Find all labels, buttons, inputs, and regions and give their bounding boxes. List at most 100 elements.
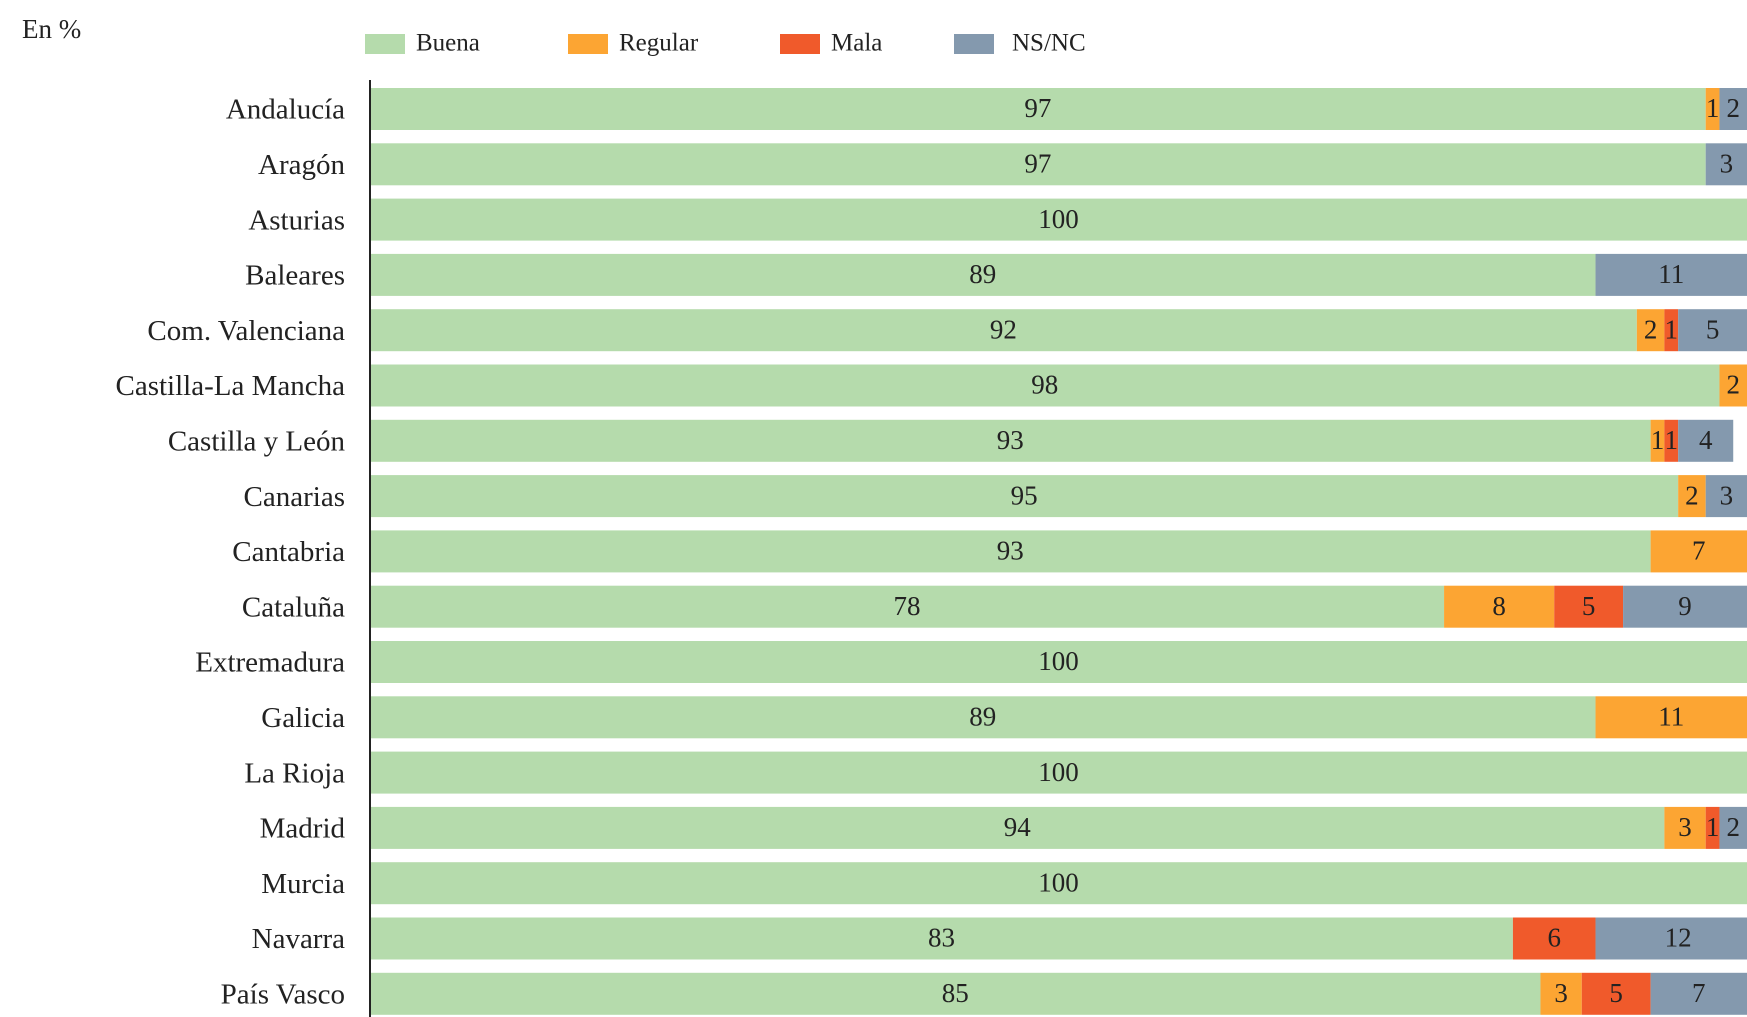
data-label: 89 xyxy=(969,702,996,732)
data-label: 3 xyxy=(1720,149,1734,179)
data-label: 11 xyxy=(1658,702,1684,732)
legend-swatch xyxy=(954,34,994,54)
y-tick-label: Canarias xyxy=(244,481,345,513)
data-label: 2 xyxy=(1726,370,1740,400)
y-tick-label: Baleares xyxy=(245,260,345,292)
bar-segment xyxy=(370,419,1651,462)
data-label: 78 xyxy=(894,591,921,621)
data-label: 95 xyxy=(1011,480,1038,510)
y-tick-label: Navarra xyxy=(252,923,346,955)
data-label: 11 xyxy=(1658,259,1684,289)
bar-segment xyxy=(370,917,1513,960)
legend-swatch xyxy=(365,34,405,54)
bar-segment xyxy=(370,253,1596,296)
data-label: 7 xyxy=(1692,536,1706,566)
data-label: 94 xyxy=(1004,812,1032,842)
bar-segment xyxy=(1650,419,1665,462)
bar-segment xyxy=(1705,143,1747,186)
bar-segment xyxy=(1719,88,1747,130)
bar-segment xyxy=(1595,696,1747,739)
data-label: 98 xyxy=(1031,370,1058,400)
data-label: 6 xyxy=(1547,923,1561,953)
bar-segment xyxy=(1444,585,1555,628)
bar-segment xyxy=(1705,475,1747,518)
bar-segment xyxy=(370,475,1679,518)
data-label: 5 xyxy=(1706,314,1720,344)
legend-swatch xyxy=(780,34,820,54)
y-tick-label: La Rioja xyxy=(244,757,345,789)
data-label: 93 xyxy=(997,536,1024,566)
legend-label: Regular xyxy=(619,30,699,57)
data-label: 8 xyxy=(1492,591,1506,621)
bar-segment xyxy=(1678,475,1706,518)
data-label: 2 xyxy=(1685,480,1699,510)
bar-segment xyxy=(370,751,1747,794)
bar-segment xyxy=(1719,364,1747,407)
y-tick-label: Andalucía xyxy=(226,94,345,126)
data-label: 97 xyxy=(1024,93,1051,123)
legend-swatch xyxy=(568,34,608,54)
bar-segment xyxy=(1664,419,1679,462)
bar-segment xyxy=(370,143,1706,186)
legend-label: Buena xyxy=(416,30,480,57)
data-label: 97 xyxy=(1024,149,1051,179)
bar-segment xyxy=(1650,972,1747,1015)
y-tick-label: Castilla-La Mancha xyxy=(116,370,346,402)
bar-segment xyxy=(1719,806,1747,849)
data-label: 1 xyxy=(1706,93,1720,123)
legend-label: Mala xyxy=(831,30,882,57)
data-label: 2 xyxy=(1726,93,1740,123)
bar-segment xyxy=(1540,972,1582,1015)
legend-label: NS/NC xyxy=(1012,30,1086,57)
y-tick-label: Cataluña xyxy=(242,591,345,623)
bar-segment xyxy=(370,309,1637,352)
bar-segment xyxy=(1581,972,1651,1015)
data-label: 2 xyxy=(1726,812,1740,842)
data-label: 85 xyxy=(942,978,969,1008)
bar-segment xyxy=(370,364,1720,407)
y-tick-label: Asturias xyxy=(248,204,345,236)
bar-segment xyxy=(1678,309,1747,352)
data-label: 1 xyxy=(1665,425,1679,455)
y-tick-label: Galicia xyxy=(261,702,345,734)
data-label: 1 xyxy=(1651,425,1665,455)
bar-segment xyxy=(1595,917,1747,960)
y-tick-label: Castilla y León xyxy=(168,425,346,457)
data-label: 5 xyxy=(1582,591,1596,621)
data-label: 12 xyxy=(1665,923,1692,953)
bar-segment xyxy=(1650,530,1747,573)
bar-segment xyxy=(1664,309,1679,352)
bar-segment xyxy=(1512,917,1596,960)
y-tick-label: Madrid xyxy=(260,813,346,845)
data-label: 5 xyxy=(1609,978,1623,1008)
y-tick-label: Murcia xyxy=(261,868,345,900)
y-tick-label: Com. Valenciana xyxy=(147,315,345,347)
bar-segment xyxy=(370,530,1651,573)
bar-segment xyxy=(1595,253,1747,296)
data-label: 7 xyxy=(1692,978,1706,1008)
bar-segment xyxy=(370,972,1541,1015)
subtitle: En % xyxy=(22,14,81,44)
bar-segment xyxy=(370,641,1747,683)
bar-segment xyxy=(1678,419,1734,462)
data-label: 1 xyxy=(1706,812,1720,842)
bar-segment xyxy=(1554,585,1624,628)
data-label: 100 xyxy=(1038,757,1079,787)
data-label: 100 xyxy=(1038,204,1079,234)
data-label: 89 xyxy=(969,259,996,289)
data-label: 93 xyxy=(997,425,1024,455)
data-label: 100 xyxy=(1038,867,1079,897)
y-tick-label: País Vasco xyxy=(221,978,345,1010)
bar-segment xyxy=(1636,309,1665,352)
data-label: 83 xyxy=(928,923,955,953)
y-tick-label: Aragón xyxy=(258,149,345,181)
bar-segment xyxy=(1664,806,1706,849)
bar-segment xyxy=(370,862,1747,905)
data-label: 92 xyxy=(990,314,1017,344)
bar-segment xyxy=(370,88,1706,130)
data-label: 3 xyxy=(1720,480,1734,510)
bar-segment xyxy=(370,806,1665,849)
data-label: 9 xyxy=(1678,591,1692,621)
data-label: 3 xyxy=(1678,812,1692,842)
